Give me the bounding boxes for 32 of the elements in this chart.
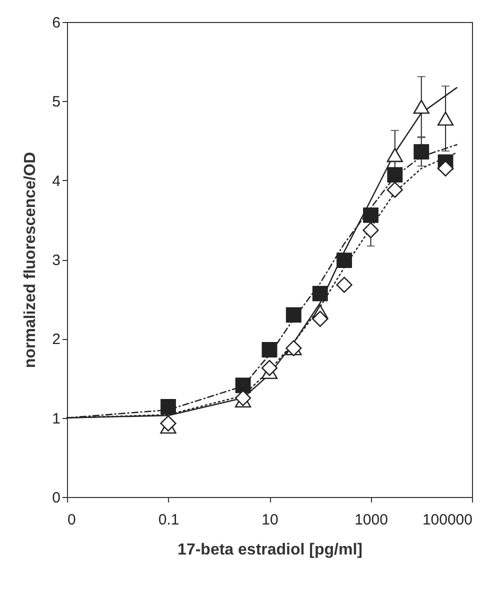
point xyxy=(286,307,302,323)
x-tick-label: 0.1 xyxy=(158,512,180,528)
y-tick-label: 6 xyxy=(52,14,60,32)
x-tick-label: 10 xyxy=(262,512,278,528)
x-tick-label: 100000 xyxy=(422,512,472,528)
point xyxy=(336,252,352,268)
point xyxy=(262,342,278,358)
point xyxy=(336,276,352,293)
point xyxy=(363,207,378,223)
point xyxy=(437,112,454,126)
y-tick-label: 0 xyxy=(52,490,60,506)
point xyxy=(387,167,403,183)
point xyxy=(414,144,430,160)
point xyxy=(312,310,328,327)
x-tick-label: 0 xyxy=(68,512,76,528)
y-axis-title: normalized fluorescence/OD xyxy=(22,152,40,368)
point xyxy=(362,222,379,238)
point xyxy=(234,390,252,406)
point xyxy=(413,100,430,114)
point xyxy=(235,378,251,394)
point xyxy=(261,360,278,376)
y-tick-label: 4 xyxy=(52,172,60,190)
y-tick-label: 2 xyxy=(52,331,60,348)
y-tick-label: 5 xyxy=(52,94,60,111)
x-tick-label: 1000 xyxy=(354,512,388,528)
point xyxy=(437,160,454,177)
y-tick-label: 1 xyxy=(52,410,60,428)
x-axis-title: 17-beta estradiol [pg/ml] xyxy=(178,542,362,558)
point xyxy=(386,182,403,198)
point xyxy=(312,286,328,302)
y-tick-label: 3 xyxy=(52,252,60,269)
point xyxy=(386,148,403,162)
